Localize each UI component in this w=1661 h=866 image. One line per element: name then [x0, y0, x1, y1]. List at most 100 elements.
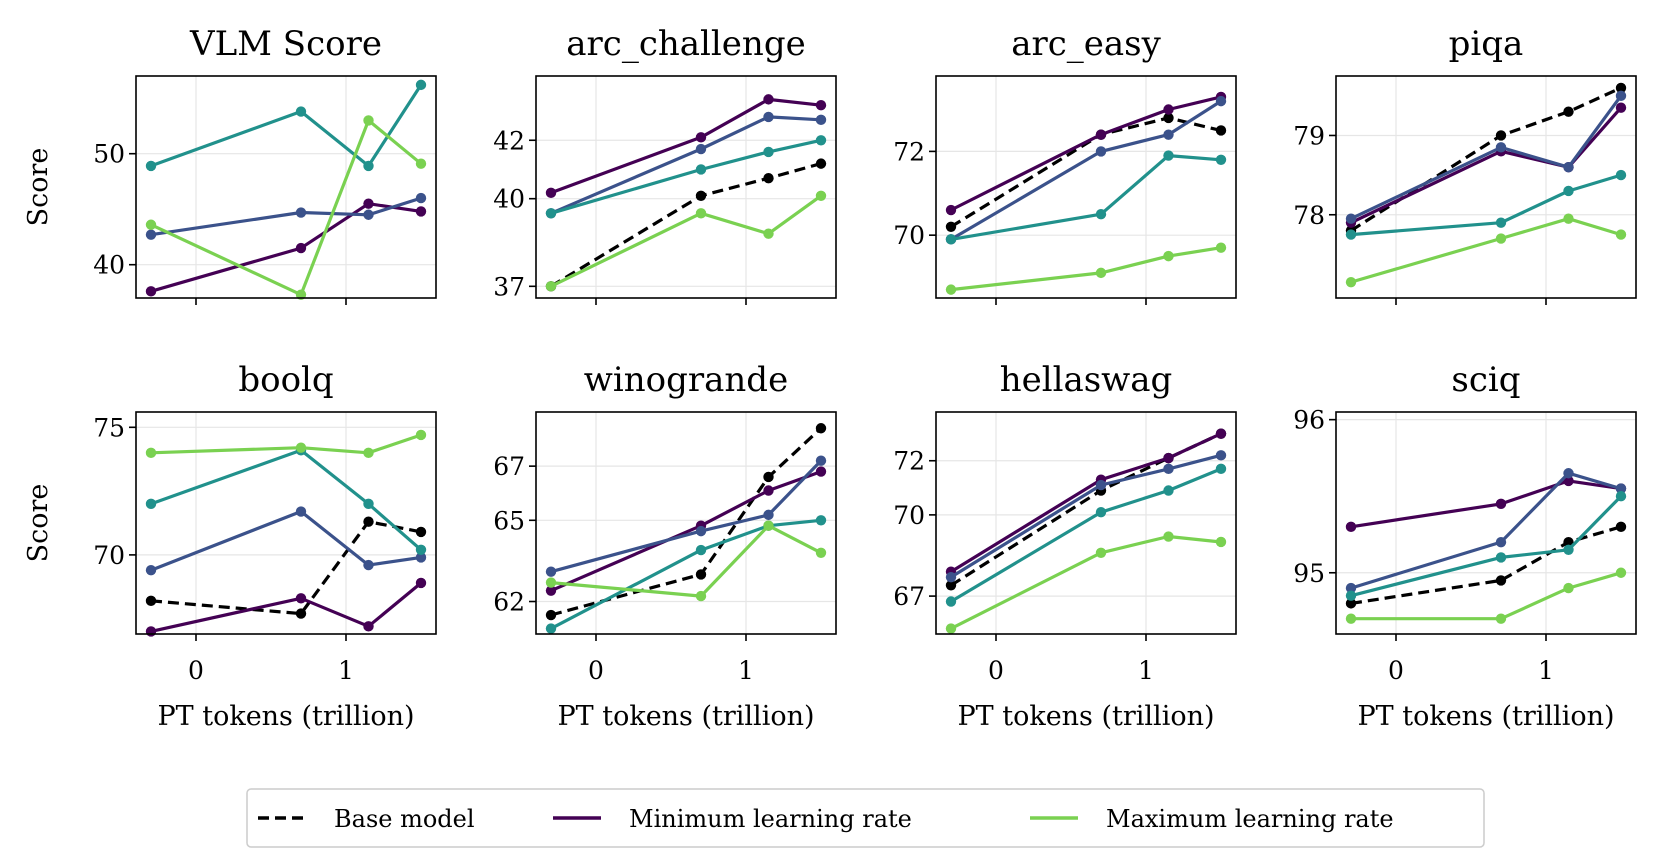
y-tick-label: 70 — [893, 501, 925, 530]
series-line — [1351, 571, 1622, 621]
series-line — [1350, 479, 1622, 529]
series-line — [950, 246, 1222, 292]
panel-title: arc_easy — [1011, 24, 1161, 64]
data-point — [415, 577, 427, 589]
y-tick-label: 67 — [493, 452, 525, 481]
axes-frame — [1335, 411, 1637, 635]
data-point — [1095, 547, 1107, 558]
series-line — [550, 138, 822, 215]
series-line — [550, 524, 822, 598]
panel-sciq: 95 96 0 1 sciq PT tokens (trillion) — [1293, 360, 1637, 732]
data-point — [145, 565, 157, 576]
x-tick-label: 0 — [188, 656, 204, 685]
data-point — [415, 552, 427, 563]
data-point — [763, 485, 774, 496]
data-point — [1563, 536, 1574, 548]
series-line — [150, 196, 422, 237]
data-point — [363, 160, 374, 172]
data-point — [1563, 106, 1574, 117]
data-point — [695, 544, 707, 556]
legend-label: Maximum learning rate — [1106, 805, 1394, 833]
data-point — [415, 544, 427, 555]
data-point — [545, 208, 557, 219]
data-point — [1495, 552, 1507, 563]
series-line — [150, 509, 422, 572]
data-point — [145, 595, 157, 607]
x-axis-label: PT tokens (trillion) — [157, 701, 414, 732]
data-point — [945, 221, 957, 232]
data-point — [545, 187, 557, 199]
data-point — [763, 471, 774, 483]
series-line — [150, 448, 423, 552]
data-point — [363, 209, 374, 220]
series-line — [1350, 471, 1622, 590]
y-axis-label: Score — [23, 484, 54, 563]
x-tick-label: 0 — [588, 656, 604, 685]
data-point — [945, 284, 957, 295]
data-point — [1215, 536, 1227, 548]
y-axis-label: Score — [23, 148, 54, 227]
data-point — [763, 520, 774, 531]
y-tick-label: 65 — [493, 506, 525, 535]
x-tick-label: 0 — [988, 656, 1004, 685]
data-point — [1345, 229, 1357, 240]
data-point — [545, 609, 557, 621]
data-point — [1163, 250, 1174, 262]
y-tick-label: 75 — [93, 413, 125, 442]
data-point — [945, 596, 957, 607]
data-point — [1495, 575, 1507, 586]
data-point — [1215, 428, 1227, 439]
series-line — [1350, 525, 1622, 605]
y-tick-label: 40 — [493, 185, 525, 214]
data-point — [815, 423, 827, 434]
x-tick-label: 1 — [738, 656, 754, 685]
data-point — [815, 114, 827, 126]
data-point — [1163, 104, 1174, 115]
data-point — [695, 190, 707, 201]
data-point — [1563, 213, 1574, 224]
data-point — [1345, 613, 1357, 624]
y-tick-label: 78 — [1293, 201, 1325, 230]
data-point — [1563, 161, 1574, 173]
data-point — [1215, 242, 1227, 253]
data-point — [695, 164, 707, 175]
series-line — [1350, 217, 1622, 284]
y-tick-label: 40 — [93, 251, 125, 280]
data-point — [1215, 463, 1227, 475]
series-line — [550, 470, 822, 593]
data-point — [415, 158, 427, 169]
data-point — [763, 228, 774, 239]
data-point — [363, 198, 374, 209]
data-point — [1495, 217, 1507, 228]
data-point — [295, 242, 307, 254]
series-line — [550, 97, 822, 195]
data-point — [1615, 567, 1627, 578]
data-point — [295, 608, 307, 619]
data-point — [1163, 531, 1174, 542]
axes-frame — [135, 75, 437, 299]
y-tick-label: 79 — [1293, 121, 1325, 150]
x-axis-label: PT tokens (trillion) — [557, 701, 814, 732]
data-point — [1495, 498, 1507, 510]
data-point — [295, 106, 307, 117]
axes-frame — [135, 411, 437, 635]
data-point — [363, 621, 374, 632]
axes-frame — [535, 75, 837, 299]
series-line — [150, 581, 423, 633]
series-line — [950, 116, 1222, 229]
data-point — [815, 135, 827, 146]
data-point — [1495, 233, 1507, 244]
data-point — [695, 569, 707, 580]
data-point — [145, 498, 157, 510]
panel-title: winogrande — [584, 360, 788, 400]
data-point — [1495, 142, 1507, 153]
data-point — [1615, 82, 1627, 94]
data-point — [1095, 129, 1107, 140]
data-point — [1095, 146, 1107, 157]
data-point — [1495, 130, 1507, 141]
series-line — [1350, 94, 1623, 221]
data-point — [1163, 452, 1174, 464]
series-line — [950, 432, 1222, 574]
data-point — [1615, 169, 1627, 181]
